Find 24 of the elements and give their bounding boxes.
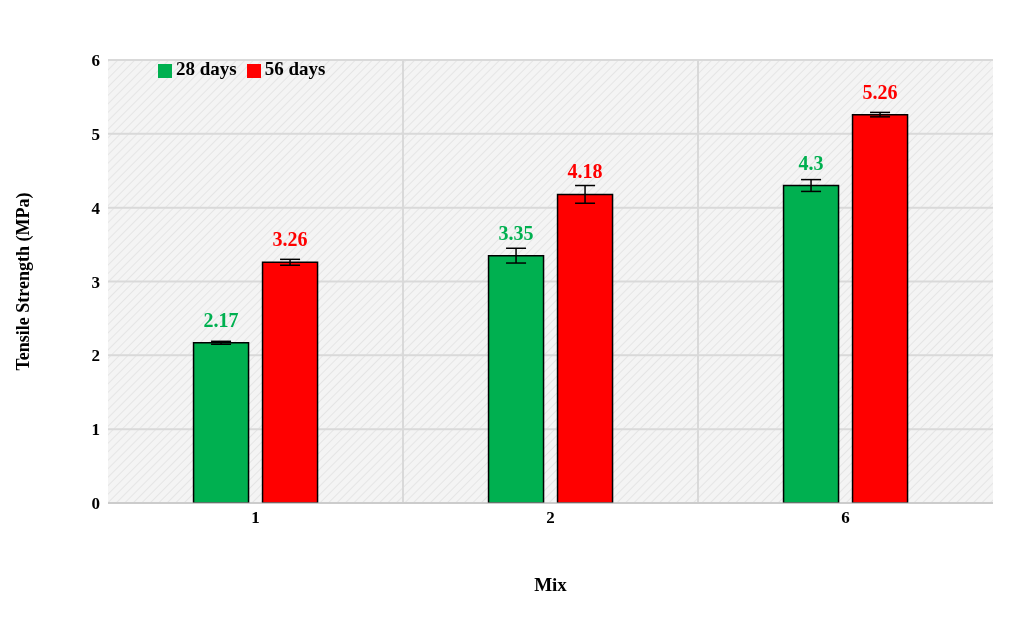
bar xyxy=(782,184,840,503)
y-tick-label: 1 xyxy=(91,420,100,440)
y-tick-label: 5 xyxy=(91,124,100,144)
data-label: 3.35 xyxy=(498,221,534,244)
legend-label: 56 days xyxy=(264,58,326,79)
y-tick-label: 0 xyxy=(91,494,100,514)
y-tick-label: 6 xyxy=(91,51,100,71)
data-label: 2.17 xyxy=(203,308,239,331)
bar xyxy=(851,113,909,503)
y-axis-title: Tensile Strength (MPa) xyxy=(13,192,35,371)
y-tick-label: 3 xyxy=(91,272,100,292)
x-axis-title: Mix xyxy=(534,574,568,595)
data-label: 4.3 xyxy=(798,151,824,174)
x-tick-label: 1 xyxy=(251,508,260,528)
x-tick-label: 2 xyxy=(546,508,555,528)
data-label: 5.26 xyxy=(862,80,898,103)
data-label: 4.18 xyxy=(567,160,603,183)
bar xyxy=(192,342,250,503)
x-tick-label: 6 xyxy=(841,508,850,528)
y-tick-label: 2 xyxy=(91,346,100,366)
y-tick-label: 4 xyxy=(91,198,101,218)
bar xyxy=(261,261,319,503)
legend-label: 28 days xyxy=(176,58,237,79)
data-label: 3.26 xyxy=(272,228,308,251)
